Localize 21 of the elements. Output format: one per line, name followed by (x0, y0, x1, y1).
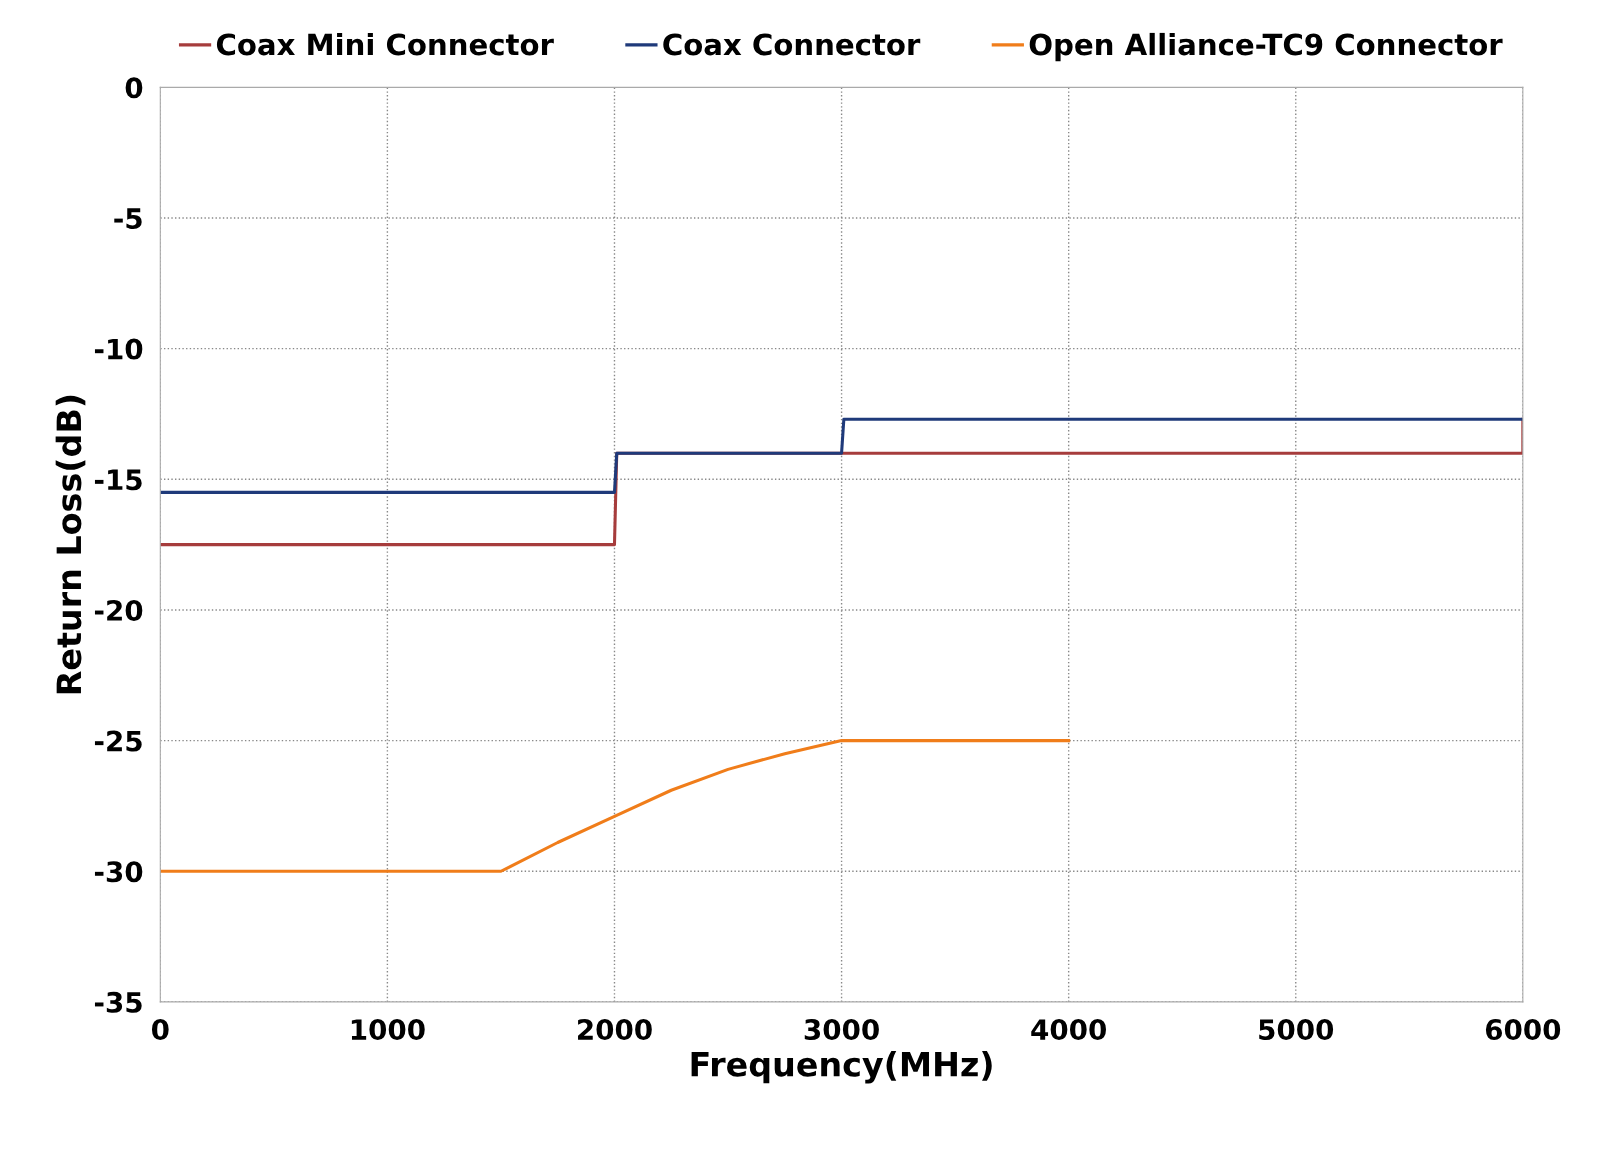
y-tick-label: -5 (114, 208, 142, 229)
y-tick-label: -10 (94, 338, 143, 360)
legend-label: Open Alliance-TC9 Connector (1029, 32, 1503, 62)
y-axis-title: Return Loss(dB) (55, 395, 86, 694)
y-tick-label: -20 (94, 599, 143, 621)
x-axis-title: Frequency(MHz) (691, 1051, 992, 1084)
x-tick-label: 0 (151, 1019, 169, 1041)
legend-label: Coax Mini Connector (216, 32, 554, 56)
line-series (160, 739, 1071, 873)
y-tick-label: -30 (94, 861, 143, 883)
x-tick-label: 4000 (1031, 1019, 1106, 1041)
x-tick-label: 2000 (578, 1019, 652, 1041)
y-tick-label: -15 (94, 469, 142, 491)
x-tick-label: 3000 (804, 1019, 879, 1041)
x-tick-label: 6000 (1485, 1019, 1561, 1041)
legend-label: Coax Connector (663, 33, 921, 56)
y-tick-label: 0 (125, 77, 143, 99)
y-tick-label: -35 (94, 991, 142, 1013)
y-tick-label: -25 (94, 730, 142, 752)
x-tick-label: 5000 (1259, 1019, 1334, 1041)
x-tick-label: 1000 (351, 1019, 425, 1041)
